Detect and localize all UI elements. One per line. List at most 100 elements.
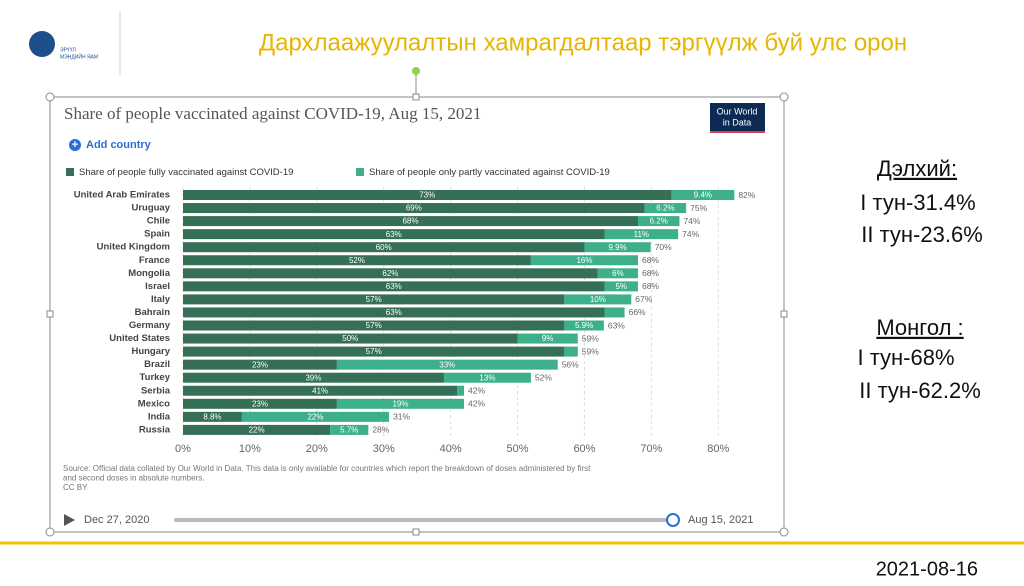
total-label: 68% — [642, 255, 659, 265]
category-label: India — [148, 411, 171, 422]
source-text: Source: Official data collated by Our Wo… — [63, 464, 591, 473]
total-label: 66% — [629, 307, 646, 317]
source-text: CC BY — [63, 483, 88, 492]
bar-segment — [183, 242, 585, 253]
x-tick-label: 50% — [507, 443, 529, 455]
bar-segment — [336, 359, 558, 370]
value-label: 57% — [366, 295, 382, 304]
brand-bar — [710, 131, 765, 133]
handle[interactable] — [779, 92, 789, 102]
x-tick-label: 70% — [640, 443, 662, 455]
value-label: 23% — [252, 399, 268, 408]
logo: ЭРҮҮЛ МЭНДИЙН ЯАМ — [29, 31, 98, 60]
bar-segment — [330, 424, 369, 435]
timeline-end: Aug 15, 2021 — [688, 514, 753, 526]
category-label: Israel — [145, 281, 170, 292]
category-label: Italy — [151, 294, 171, 305]
bar-segment — [604, 281, 638, 292]
slide-title: Дархлаажуулалтын хамрагдалтаар тэргүүлж … — [259, 29, 907, 56]
bar-segment — [183, 203, 645, 214]
handle[interactable] — [780, 310, 788, 318]
value-label: 22% — [307, 412, 323, 421]
total-label: 28% — [372, 425, 389, 435]
category-label: Uruguay — [131, 203, 170, 214]
bar-segment — [183, 294, 565, 305]
bar-segment — [183, 398, 337, 409]
side-line: II тун-62.2% — [859, 378, 981, 403]
chart-title: Share of people vaccinated against COVID… — [64, 104, 481, 123]
bar-segment — [183, 216, 638, 227]
value-label: 6.2% — [650, 217, 668, 226]
value-label: 57% — [366, 321, 382, 330]
timeline-handle[interactable] — [666, 513, 680, 527]
bar-segment — [183, 255, 531, 266]
bar-segment — [183, 281, 605, 292]
total-label: 31% — [393, 412, 410, 422]
total-label: 75% — [690, 203, 707, 213]
x-tick-label: 30% — [373, 443, 395, 455]
bar-segment — [637, 216, 680, 227]
total-label: 59% — [582, 333, 599, 343]
play-button[interactable] — [64, 514, 75, 526]
add-plus[interactable]: + — [72, 139, 78, 151]
total-label: 68% — [642, 268, 659, 278]
total-label: 74% — [682, 229, 699, 239]
category-label: Mongolia — [128, 268, 170, 279]
timeline-start: Dec 27, 2020 — [84, 514, 149, 526]
add-icon[interactable] — [69, 139, 81, 151]
handle[interactable] — [46, 310, 54, 318]
value-label: 39% — [305, 373, 321, 382]
category-label: France — [139, 255, 170, 266]
value-label: 33% — [439, 360, 455, 369]
category-label: Serbia — [141, 385, 171, 396]
value-label: 10% — [590, 295, 606, 304]
value-label: 41% — [312, 386, 328, 395]
value-label: 9.4% — [694, 191, 712, 200]
value-label: 57% — [366, 347, 382, 356]
bar-segment — [530, 255, 638, 266]
emblem — [29, 31, 55, 57]
bar-segment — [564, 320, 604, 331]
handle[interactable] — [412, 528, 420, 536]
value-label: 23% — [252, 360, 268, 369]
x-tick-label: 40% — [440, 443, 462, 455]
total-label: 52% — [535, 372, 552, 382]
side-heading: Монгол : — [876, 315, 963, 340]
value-label: 69% — [406, 204, 422, 213]
handle[interactable] — [45, 527, 55, 537]
bar-segment — [241, 411, 390, 422]
handle[interactable] — [779, 527, 789, 537]
brand-text: Our World — [717, 106, 758, 116]
bar-segment — [183, 320, 565, 331]
handle[interactable] — [45, 92, 55, 102]
side-line: I тун-68% — [857, 345, 954, 370]
value-label: 6% — [612, 269, 624, 278]
bar-segment — [671, 190, 735, 200]
brand-text: in Data — [723, 117, 752, 127]
bar-segment — [183, 190, 672, 200]
total-label: 56% — [562, 359, 579, 369]
legend-label: Share of people only partly vaccinated a… — [369, 167, 610, 178]
x-tick-label: 60% — [573, 443, 595, 455]
rotate-handle[interactable] — [412, 67, 420, 75]
value-label: 63% — [386, 282, 402, 291]
bar-segment — [183, 385, 458, 396]
bar-segment — [564, 294, 632, 305]
handle[interactable] — [412, 93, 420, 101]
date: 2021-08-16 — [876, 558, 978, 580]
value-label: 60% — [376, 243, 392, 252]
bar-segment — [183, 268, 598, 279]
bar-segment — [183, 359, 337, 370]
category-label: United Arab Emirates — [74, 190, 170, 201]
total-label: 42% — [468, 399, 485, 409]
add-country[interactable]: Add country — [86, 139, 152, 151]
bar-segment — [183, 307, 605, 318]
bar-segment — [183, 411, 242, 422]
total-label: 70% — [655, 242, 672, 252]
side-line: I тун-31.4% — [860, 190, 975, 215]
category-label: Russia — [139, 424, 171, 435]
logo-text: МЭНДИЙН ЯАМ — [60, 52, 98, 60]
bar-segment — [183, 333, 518, 344]
total-label: 67% — [635, 294, 652, 304]
